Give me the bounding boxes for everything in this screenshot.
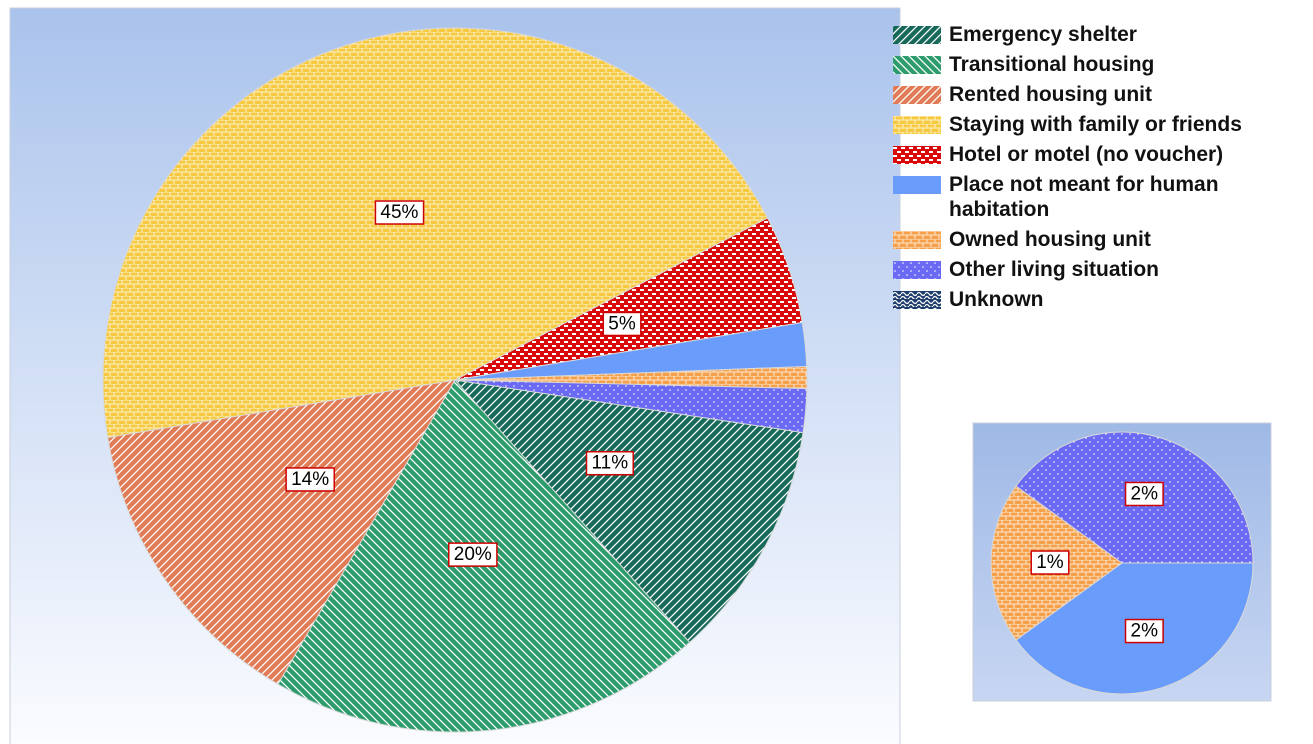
swatch [893,56,941,74]
pie-slice [453,379,804,644]
legend-swatch [893,176,941,194]
legend-item: Rented housing unit [893,82,1313,107]
swatch [893,261,941,279]
swatch [893,231,941,249]
legend-label: Hotel or motel (no voucher) [949,143,1224,166]
data-label: 5% [608,313,636,334]
swatch [893,291,941,309]
data-label: 14% [291,469,329,490]
legend-label: Other living situation [949,258,1160,281]
legend-swatch [893,231,941,249]
pie-slice [102,27,769,439]
swatch [893,116,941,134]
pie-slice [107,379,456,685]
legend-label: Staying with family or friends [949,113,1242,136]
data-label: 11% [592,453,629,474]
legend: Emergency shelter Transitional housing Ren… [893,22,1313,317]
legend-swatch [893,56,941,74]
legend-swatch [893,86,941,104]
data-label-box [602,311,642,337]
legend-label: Emergency shelter [949,23,1137,46]
legend-swatch [893,26,941,44]
pie-slice [454,379,808,434]
data-label: 2% [1131,483,1159,504]
legend-swatch [893,261,941,279]
data-label: 2% [1131,621,1159,642]
legend-swatch [893,116,941,134]
data-label-box [1124,618,1164,644]
legend-swatch [893,291,941,309]
legend-label: Transitional housing [949,53,1155,76]
legend-item: Transitional housing [893,52,1313,77]
data-label: 1% [1036,552,1064,573]
swatch [893,26,941,44]
data-label-box [285,467,335,492]
legend-label: Place not meant for human habitation [949,173,1219,221]
legend-item: Unknown [893,287,1313,312]
legend-item: Emergency shelter [893,22,1313,47]
swatch [893,176,941,194]
data-label: 20% [454,544,492,565]
data-label: 45% [380,202,418,223]
data-label-box [448,542,498,567]
legend-item: Place not meant for human habitation [893,172,1313,222]
data-label-box [374,200,425,225]
data-label-box [585,450,634,476]
legend-item: Hotel or motel (no voucher) [893,142,1313,167]
data-label-box [1030,550,1070,575]
data-label-box [1124,481,1164,507]
legend-item: Owned housing unit [893,227,1313,252]
legend-label: Owned housing unit [949,228,1151,251]
legend-label: Unknown [949,288,1044,311]
swatch [893,86,941,104]
swatch [893,146,941,164]
legend-item: Other living situation [893,257,1313,282]
legend-swatch [893,146,941,164]
legend-label: Rented housing unit [949,83,1152,106]
legend-item: Staying with family or friends [893,112,1313,137]
